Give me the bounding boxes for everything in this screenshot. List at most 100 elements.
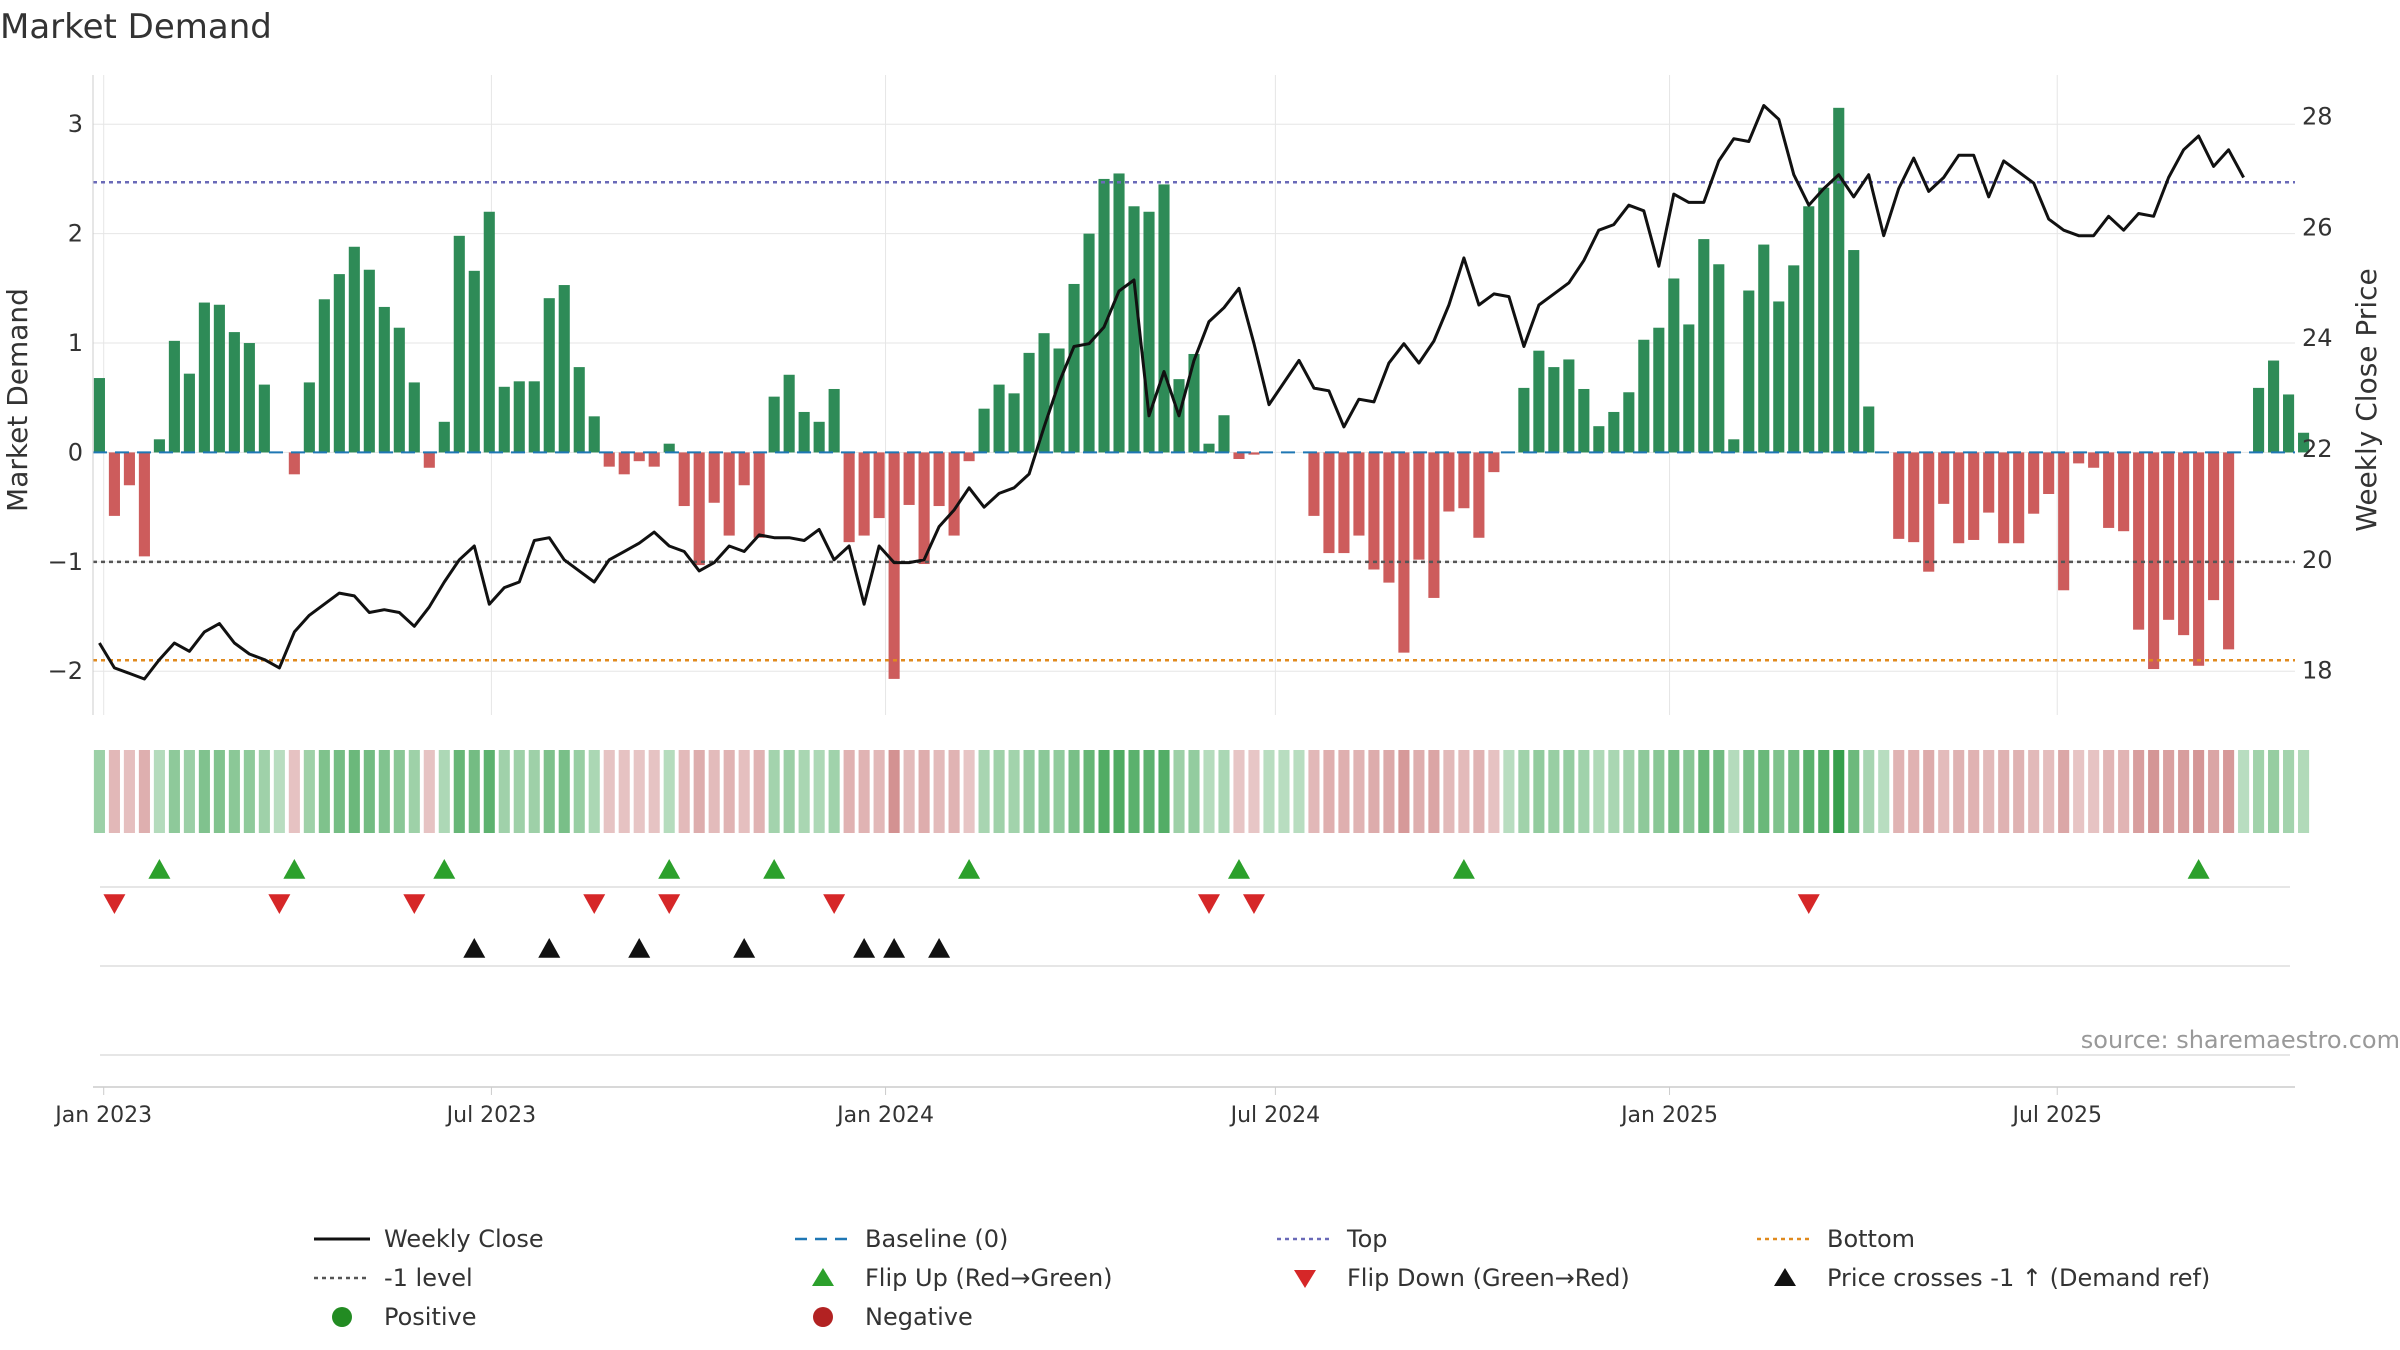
heat-cell [1128,750,1140,833]
y-axis-label: Market Demand [1,288,34,512]
positive-bar [1818,187,1830,453]
positive-bar [303,382,315,453]
heat-cell [2163,750,2175,833]
legend-swatch [1774,1268,1796,1286]
negative-bar [288,452,300,475]
positive-bar [1833,107,1845,453]
heat-cell [903,750,915,833]
heat-cell [1278,750,1290,833]
positive-bar [1608,411,1620,453]
y-tick-label: 0 [68,438,83,466]
y2-tick-label: 20 [2302,546,2333,574]
heat-cell [1683,750,1695,833]
heat-cell [288,750,300,833]
positive-bar [1038,333,1050,453]
heat-cell [2118,750,2130,833]
positive-bar [438,421,450,453]
positive-bar [1548,367,1560,453]
positive-bar [573,367,585,453]
heat-cell [1608,750,1620,833]
positive-bar [1023,352,1035,453]
heat-cell [303,750,315,833]
heat-cell [1653,750,1665,833]
positive-bar [363,269,375,453]
heat-cell [1428,750,1440,833]
heat-cell [543,750,555,833]
legend-swatch [1294,1270,1316,1288]
heat-cell [1338,750,1350,833]
positive-bar [153,439,165,453]
negative-bar [2178,452,2190,636]
negative-bar [2118,452,2130,532]
negative-bar [1323,452,1335,554]
positive-bar [1593,426,1605,453]
positive-bar [783,374,795,453]
heat-cell [348,750,360,833]
positive-bar [1683,324,1695,453]
flip-up-marker [1227,859,1250,879]
positive-bar [228,332,240,453]
x-tick-label: Jul 2023 [445,1103,537,1128]
legend-swatch [813,1307,833,1327]
weekly-close-series [98,104,2245,681]
heat-cell [258,750,270,833]
heat-cell [1488,750,1500,833]
positive-bar [528,381,540,453]
positive-bar [483,211,495,453]
weekly-close-line [98,104,2245,681]
y2-tick-label: 24 [2302,324,2333,352]
heat-cell [1698,750,1710,833]
heat-cell [1173,750,1185,833]
price-cross-marker [883,938,906,958]
positive-bar [333,274,345,453]
legend-label: Positive [384,1303,477,1331]
heat-cell [618,750,630,833]
legend-label: -1 level [384,1264,473,1292]
flip-down-marker [1197,894,1220,914]
negative-bar [2133,452,2145,630]
positive-bar [378,306,390,453]
heat-cell [1188,750,1200,833]
negative-bar [1248,452,1260,455]
negative-bar [678,452,690,507]
price-cross-marker [928,938,951,958]
heat-cell [498,750,510,833]
positive-bar [453,235,465,453]
heat-cell [1623,750,1635,833]
heat-cell [2253,750,2265,833]
negative-bar [108,452,120,516]
negative-bar [123,452,135,486]
flip-down-marker [268,894,291,914]
heat-cell [378,750,390,833]
y-tick-label: 1 [68,329,83,357]
positive-bar [1788,265,1800,453]
legend-label: Bottom [1827,1225,1915,1253]
heat-cell [948,750,960,833]
positive-bar [498,386,510,453]
price-cross-marker [853,938,876,958]
heat-cell [213,750,225,833]
positive-bar [468,270,480,453]
heat-cell [1023,750,1035,833]
negative-bar [873,452,885,519]
negative-bar [723,452,735,536]
heat-cell [678,750,690,833]
heat-cell [2133,750,2145,833]
heat-cell [573,750,585,833]
heat-cell [1578,750,1590,833]
negative-bar [918,452,930,565]
flip-down-marker [1242,894,1265,914]
heat-cell [273,750,285,833]
negative-bar [1338,452,1350,554]
heat-cell [123,750,135,833]
positive-bar [1698,239,1710,453]
heat-cell [873,750,885,833]
heat-cell [1143,750,1155,833]
heat-cell [2193,750,2205,833]
negative-bar [1953,452,1965,544]
negative-bar [1983,452,1995,513]
legend-label: Weekly Close [384,1225,544,1253]
heat-cell [2043,750,2055,833]
flip-up-marker [958,859,981,879]
heat-cell [1878,750,1890,833]
